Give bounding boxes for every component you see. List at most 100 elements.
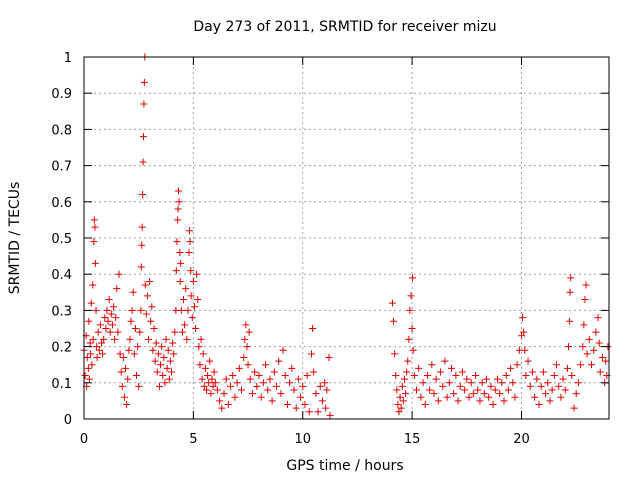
data-point	[184, 306, 192, 314]
data-point	[281, 372, 289, 380]
data-point	[197, 335, 205, 343]
data-point	[277, 390, 285, 398]
data-point	[163, 364, 171, 372]
data-point	[279, 346, 287, 354]
data-point	[531, 393, 539, 401]
data-point	[452, 372, 460, 380]
data-point	[415, 364, 423, 372]
data-point	[106, 328, 114, 336]
data-point	[519, 314, 527, 322]
data-point	[143, 292, 151, 300]
data-point	[185, 227, 193, 235]
data-point	[410, 372, 418, 380]
data-point	[559, 375, 567, 383]
data-point	[87, 350, 95, 358]
data-point	[262, 361, 270, 369]
data-point	[461, 386, 469, 394]
data-point	[542, 390, 550, 398]
data-point	[130, 350, 138, 358]
data-point	[203, 386, 210, 394]
data-point	[134, 343, 142, 351]
data-point	[235, 364, 243, 372]
data-point	[145, 335, 153, 343]
data-point	[522, 372, 530, 380]
data-point	[299, 382, 307, 390]
data-point	[555, 382, 563, 390]
data-point	[176, 277, 184, 285]
data-point	[566, 317, 574, 325]
x-tick-label: 20	[513, 432, 530, 447]
data-point	[570, 404, 578, 412]
data-point	[222, 375, 230, 383]
data-point	[588, 361, 595, 369]
data-point	[91, 259, 99, 267]
data-point	[596, 368, 604, 376]
data-point	[456, 382, 464, 390]
data-point	[403, 368, 411, 376]
data-point	[152, 339, 160, 347]
data-point	[161, 379, 169, 387]
data-point	[489, 401, 497, 409]
data-point	[539, 368, 547, 376]
data-point	[409, 346, 417, 354]
data-point	[190, 303, 198, 311]
data-point	[526, 382, 534, 390]
data-point	[511, 393, 519, 401]
data-point	[325, 353, 333, 361]
data-point	[99, 350, 107, 358]
data-point	[393, 386, 401, 394]
chart-title: Day 273 of 2011, SRMTID for receiver miz…	[193, 19, 496, 35]
data-point	[85, 375, 93, 383]
data-point	[123, 401, 131, 409]
data-point	[242, 321, 250, 329]
data-point	[140, 100, 148, 108]
data-point	[119, 353, 127, 361]
data-point	[288, 364, 296, 372]
data-point	[292, 404, 300, 412]
data-point	[528, 368, 536, 376]
data-point	[111, 335, 119, 343]
grid	[84, 57, 609, 419]
data-point	[323, 386, 331, 394]
data-point	[450, 390, 458, 398]
data-point	[448, 364, 455, 372]
data-point	[309, 325, 317, 332]
data-point	[176, 248, 184, 256]
data-point	[580, 321, 588, 329]
data-point	[406, 306, 414, 314]
y-tick-label: 0	[64, 413, 72, 428]
data-point	[86, 339, 94, 347]
data-point	[478, 379, 486, 387]
y-tick-label: 0.5	[51, 232, 72, 247]
data-point	[104, 317, 112, 325]
data-point	[165, 375, 173, 383]
data-point	[592, 328, 600, 336]
data-point	[509, 379, 517, 387]
data-point	[408, 325, 416, 332]
data-point	[595, 339, 603, 347]
data-point	[255, 372, 263, 380]
data-point	[264, 386, 272, 394]
data-point	[240, 353, 248, 361]
data-point	[205, 379, 213, 387]
data-point	[137, 263, 145, 271]
data-point	[417, 393, 425, 401]
data-point	[151, 357, 159, 365]
data-point	[140, 133, 147, 141]
data-point	[102, 325, 110, 332]
data-point	[419, 379, 427, 387]
data-point	[273, 382, 280, 390]
data-point	[561, 386, 569, 394]
data-point	[243, 343, 251, 351]
y-tick-label: 0.6	[51, 196, 72, 211]
data-point	[129, 288, 137, 296]
data-point	[189, 277, 197, 285]
data-point	[500, 397, 508, 405]
data-point	[114, 328, 122, 336]
data-point	[548, 386, 556, 394]
data-point	[140, 78, 148, 86]
data-point	[154, 350, 162, 358]
data-point	[407, 292, 415, 300]
data-point	[550, 372, 558, 380]
